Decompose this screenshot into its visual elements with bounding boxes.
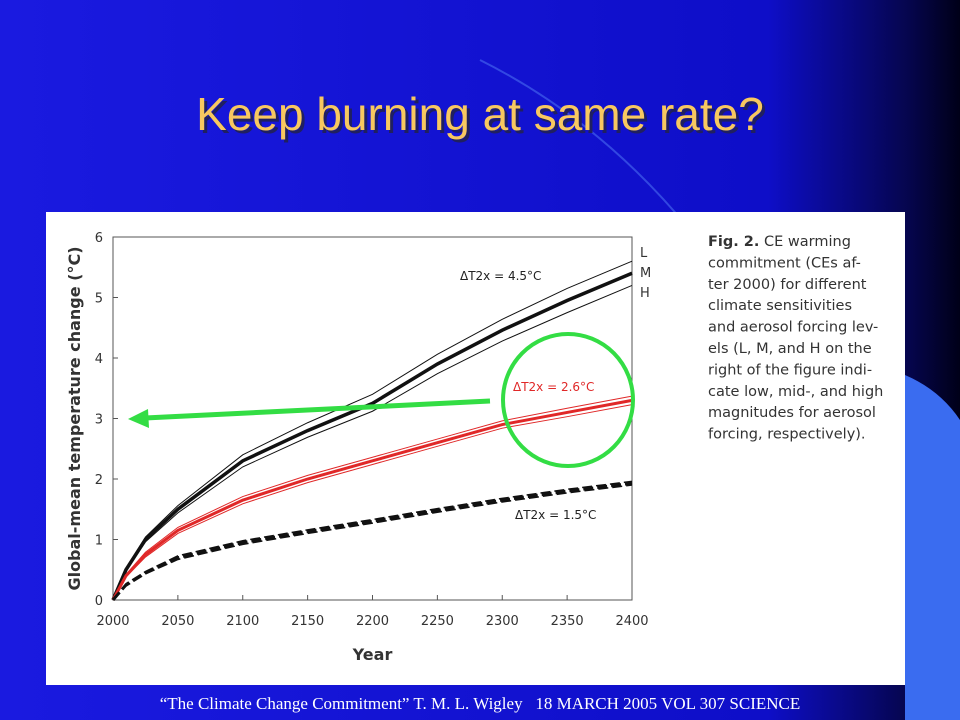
x-tick-label: 2150	[291, 614, 324, 629]
highlight-circle	[501, 332, 635, 468]
x-tick-label: 2400	[615, 614, 648, 629]
caption-line: Fig. 2. CE warming	[708, 234, 851, 250]
series-line	[111, 271, 633, 601]
caption-line: ter 2000) for different	[708, 277, 867, 293]
series-label: L	[640, 246, 648, 261]
x-tick-label: 2000	[96, 614, 129, 629]
footer-citation: “The Climate Change Commitment” T. M. L.…	[160, 694, 801, 713]
caption-line: climate sensitivities	[708, 298, 852, 314]
figure-panel	[46, 212, 905, 685]
y-tick-label: 2	[95, 473, 103, 488]
x-tick-label: 2200	[356, 614, 389, 629]
annotation: ΔT2x = 1.5°C	[515, 508, 596, 522]
series-line	[112, 404, 633, 601]
series-label: H	[640, 286, 650, 301]
y-tick-label: 5	[95, 292, 103, 307]
decor-arc	[479, 59, 691, 231]
series-line	[111, 398, 633, 601]
chart: 2000 2050 2100 2150 2200 2250 2300 2350 2400 0 1 2 3…	[65, 231, 651, 664]
x-tick-label: 2300	[486, 614, 519, 629]
caption-line: cate low, mid-, and high	[708, 384, 883, 400]
annotation: ΔT2x = 2.6°C	[513, 380, 594, 394]
series-line	[112, 284, 633, 601]
series-line	[111, 481, 633, 601]
y-tick-label: 4	[95, 352, 103, 367]
title-shadow: Keep burning at same rate?	[199, 91, 767, 143]
slide-title: Keep burning at same rate?	[196, 88, 764, 140]
caption: Fig. 2. CE warming commitment (CEs af-ter…	[708, 234, 883, 443]
y-axis-label: Global-mean temperature change (°C)	[65, 246, 84, 590]
caption-line: els (L, M, and H on the	[708, 341, 872, 357]
x-tick-label: 2100	[226, 614, 259, 629]
decor-shape	[905, 375, 960, 720]
x-tick-label: 2050	[161, 614, 194, 629]
caption-line: right of the figure indi-	[708, 362, 872, 378]
y-tick-label: 6	[95, 231, 103, 246]
arrow-head	[128, 409, 149, 428]
caption-line: commitment (CEs af-	[708, 255, 861, 271]
caption-line: and aerosol forcing lev-	[708, 320, 878, 336]
y-tick-label: 3	[95, 413, 103, 428]
x-tick-label: 2250	[421, 614, 454, 629]
caption-text: CE warming	[759, 234, 851, 250]
x-tick-label: 2350	[551, 614, 584, 629]
y-tick-label: 1	[95, 534, 103, 549]
arrow-shaft	[144, 398, 491, 421]
series-line	[112, 484, 633, 601]
x-axis-label: Year	[352, 645, 393, 664]
caption-line: magnitudes for aerosol	[708, 405, 876, 421]
caption-line: forcing, respectively).	[708, 427, 866, 443]
caption-label: Fig. 2.	[708, 234, 759, 250]
y-tick-label: 0	[95, 594, 103, 609]
series-label: M	[640, 266, 651, 281]
annotation: ΔT2x = 4.5°C	[460, 269, 541, 283]
